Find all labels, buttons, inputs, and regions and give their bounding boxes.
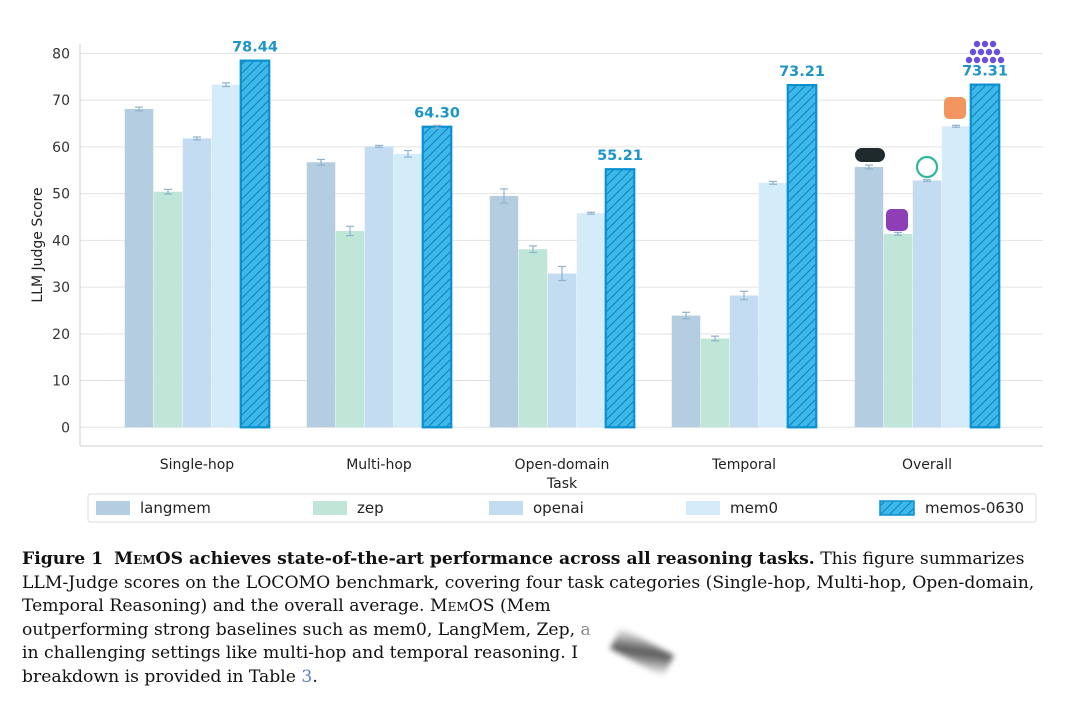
table-reference-link[interactable]: 3 (301, 666, 313, 687)
bar-mem0-temporal (758, 182, 788, 428)
caption-line-5: in challenging settings like multi-hop a… (22, 643, 578, 664)
y-tick-label: 80 (52, 46, 70, 62)
y-tick-label: 20 (52, 327, 70, 343)
memos-logo-dot (989, 56, 997, 64)
bar-memos-0630-temporal (786, 83, 818, 429)
bar-mem0-multi-hop (393, 153, 423, 428)
x-tick-label: Multi-hop (346, 457, 412, 473)
bar-memos-0630-multi-hop (421, 125, 453, 429)
memos-logo-dot (973, 40, 981, 48)
caption-headline: MemOS achieves state-of-the-art performa… (114, 549, 815, 569)
bar-mem0-open-domain (576, 213, 606, 428)
y-tick-label: 70 (52, 93, 70, 109)
x-axis-label: Task (546, 476, 578, 492)
value-label: 73.21 (779, 64, 825, 80)
memos-logo-dot (989, 40, 997, 48)
memos-logo-dot (985, 48, 993, 56)
bar-openai-single-hop (182, 138, 212, 428)
legend-swatch (686, 501, 720, 515)
bar-langmem-multi-hop (306, 162, 336, 428)
x-tick-label: Overall (902, 457, 952, 473)
memos-logo-dot (993, 48, 1001, 56)
legend-label: memos-0630 (925, 499, 1024, 517)
langmem-logo-icon (855, 148, 885, 162)
caption-line-2: LLM-Judge scores on the LOCOMO benchmark… (22, 572, 1035, 593)
bar-memos-0630-single-hop (239, 59, 271, 429)
y-tick-label: 30 (52, 280, 70, 296)
bar-langmem-open-domain (489, 195, 519, 428)
bar-mem0-overall (941, 126, 971, 428)
bar-openai-overall (912, 180, 942, 428)
legend-swatch (313, 501, 347, 515)
figure-caption: Figure 1 MemOS achieves state-of-the-art… (22, 548, 1062, 690)
legend-swatch (879, 500, 915, 516)
memos-logo-dot (997, 56, 1005, 64)
legend-label: langmem (140, 499, 211, 517)
zep-logo-icon (886, 209, 908, 231)
bar-chart: 0 10 20 30 40 50 60 70 80 LLM Judge Score 78.44 Sin… (30, 40, 1043, 523)
caption-line-4: outperforming strong baselines such as m… (22, 619, 591, 640)
memos-logo-dot (965, 56, 973, 64)
legend-label: mem0 (730, 499, 778, 517)
memos-logo-dot (981, 40, 989, 48)
legend-swatch (96, 501, 130, 515)
value-label: 78.44 (232, 40, 278, 56)
bar-mem0-single-hop (211, 84, 241, 428)
y-tick-label: 50 (52, 187, 70, 203)
bar-memos-0630-overall (969, 83, 1001, 429)
x-tick-label: Temporal (711, 457, 776, 473)
memos-logo-dot (977, 48, 985, 56)
bar-zep-multi-hop (335, 230, 365, 428)
y-tick-label: 40 (52, 233, 70, 249)
y-tick-label: 60 (52, 140, 70, 156)
y-tick-label: 0 (61, 420, 70, 436)
bar-memos-0630-open-domain (604, 168, 636, 429)
caption-line-3: Temporal Reasoning) and the overall aver… (22, 596, 551, 617)
bar-zep-overall (883, 233, 913, 428)
caption-line-1: Figure 1 MemOS achieves state-of-the-art… (22, 548, 1062, 572)
memos-logo-dot (973, 56, 981, 64)
x-tick-label: Open-domain (515, 457, 610, 473)
legend-label: zep (357, 499, 384, 517)
bar-zep-temporal (700, 338, 730, 428)
y-axis-label: LLM Judge Score (30, 187, 46, 302)
mem0-logo-icon (944, 97, 966, 119)
bar-zep-open-domain (518, 249, 548, 428)
bar-openai-open-domain (547, 273, 577, 428)
value-label: 55.21 (597, 148, 643, 164)
memos-logo-dot (981, 56, 989, 64)
y-tick-label: 10 (52, 374, 70, 390)
caption-line-6: breakdown is provided in Table 3. (22, 666, 318, 687)
bar-langmem-temporal (671, 315, 701, 428)
openai-logo-icon (915, 155, 939, 179)
memos-logo-dot (969, 48, 977, 56)
bar-openai-temporal (729, 295, 759, 428)
bar-langmem-overall (854, 166, 884, 428)
value-label: 73.31 (962, 64, 1008, 80)
value-label: 64.30 (414, 106, 460, 122)
x-tick-label: Single-hop (160, 457, 235, 473)
legend-swatch (489, 501, 523, 515)
bar-openai-multi-hop (364, 146, 394, 428)
bar-langmem-single-hop (124, 108, 154, 428)
figure-label: Figure 1 (22, 549, 104, 569)
legend-label: openai (533, 499, 584, 517)
caption-line-1-rest: This figure summarizes (814, 549, 1025, 569)
bar-zep-single-hop (153, 191, 183, 428)
